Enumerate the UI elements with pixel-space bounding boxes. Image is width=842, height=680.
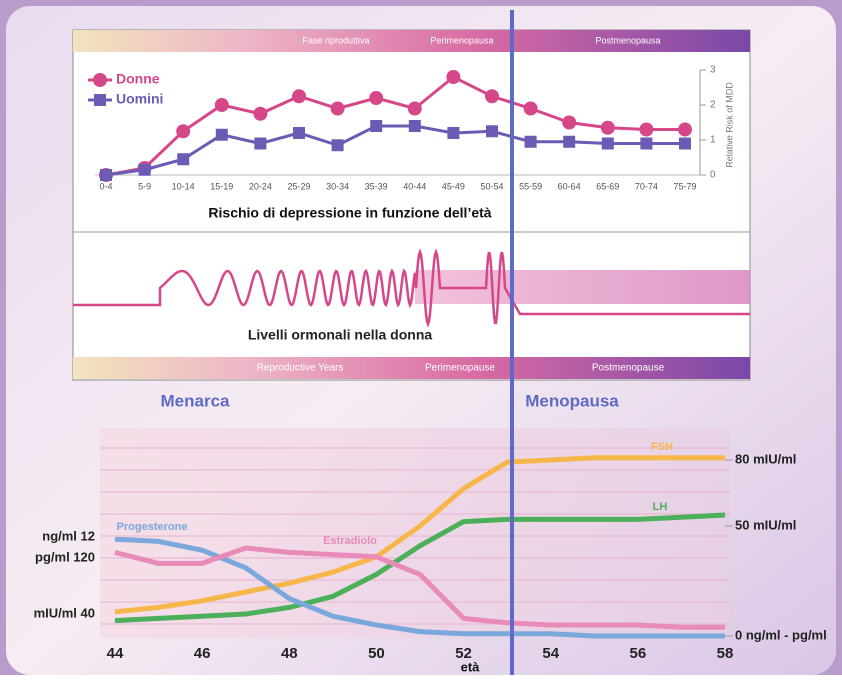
phase-label: Reproductive Years: [257, 363, 344, 374]
y-axis-title: Relative Risk of MDD: [724, 82, 734, 168]
x-tick-label: 40-44: [403, 181, 426, 191]
x-tick-label: 50-54: [480, 181, 503, 191]
infographic: Fase riproduttiva Perimenopausa Postmeno…: [0, 0, 842, 675]
x-tick-label: 48: [281, 645, 298, 662]
point: [139, 164, 151, 176]
annotation: pg/ml 120: [35, 549, 95, 564]
point: [215, 98, 229, 112]
x-tick-label: 75-79: [673, 181, 696, 191]
point: [292, 89, 306, 103]
point: [446, 70, 460, 84]
point: [524, 102, 538, 116]
y-tick-label: 3: [710, 65, 716, 76]
point: [486, 125, 498, 137]
series-label: Estradiolo: [323, 535, 377, 547]
y-tick-label: 80 mIU/ml: [735, 451, 796, 466]
y-tick-label: 2: [710, 100, 716, 111]
x-tick-label: 65-69: [596, 181, 619, 191]
point: [177, 153, 189, 165]
point: [601, 121, 615, 135]
point: [332, 139, 344, 151]
y-tick-label: 0 ng/ml - pg/ml: [735, 627, 827, 642]
panel-title: Livelli ormonali nella donna: [248, 327, 433, 343]
point: [640, 138, 652, 150]
x-tick-label: 10-14: [172, 181, 195, 191]
y-tick-label: 0: [710, 170, 716, 181]
point: [370, 120, 382, 132]
point: [100, 169, 112, 181]
x-tick-label: 25-29: [287, 181, 310, 191]
point: [562, 116, 576, 130]
x-tick-label: 44: [107, 645, 124, 662]
phase-label: Postmenopausa: [595, 35, 660, 45]
x-tick-label: 30-34: [326, 181, 349, 191]
point: [409, 120, 421, 132]
point: [253, 107, 267, 121]
legend-marker: [94, 94, 106, 106]
legend-label: Uomini: [116, 91, 163, 107]
x-tick-label: 50: [368, 645, 385, 662]
point: [563, 136, 575, 148]
x-tick-label: 5-9: [138, 181, 151, 191]
phase-label: Perimenopausa: [430, 35, 493, 45]
marker-label: Menopausa: [525, 391, 619, 410]
point: [447, 127, 459, 139]
point: [679, 138, 691, 150]
series-label: LH: [653, 501, 668, 513]
phase-label: Postmenopause: [592, 363, 665, 374]
legend-label: Donne: [116, 71, 160, 87]
x-tick-label: 52: [455, 645, 472, 662]
point: [254, 138, 266, 150]
point: [602, 138, 614, 150]
legend-marker: [93, 73, 107, 87]
x-tick-label: 15-19: [210, 181, 233, 191]
annotation: ng/ml 12: [42, 528, 95, 543]
x-tick-label: 46: [194, 645, 211, 662]
point: [639, 123, 653, 137]
point: [408, 102, 422, 116]
x-tick-label: 35-39: [365, 181, 388, 191]
y-tick-label: 50 mIU/ml: [735, 517, 796, 532]
point: [525, 136, 537, 148]
point: [176, 124, 190, 138]
series-label: FSH: [651, 441, 673, 453]
chart-title: Rischio di depressione in funzione dell’…: [208, 205, 491, 221]
x-tick-label: 20-24: [249, 181, 272, 191]
point: [485, 89, 499, 103]
x-tick-label: 0-4: [99, 181, 112, 191]
point: [369, 91, 383, 105]
point: [331, 102, 345, 116]
x-tick-label: 55-59: [519, 181, 542, 191]
point: [678, 123, 692, 137]
marker-label: Menarca: [161, 391, 231, 410]
phase-label: Fase riproduttiva: [302, 35, 369, 45]
series-label: Progesterone: [117, 521, 188, 533]
phase-label: Perimenopause: [425, 363, 495, 374]
annotation: mIU/ml 40: [34, 605, 95, 620]
x-tick-label: 54: [542, 645, 559, 662]
x-tick-label: 60-64: [558, 181, 581, 191]
x-tick-label: 56: [630, 645, 647, 662]
y-tick-label: 1: [710, 135, 716, 146]
point: [216, 129, 228, 141]
point: [293, 127, 305, 139]
x-tick-label: 45-49: [442, 181, 465, 191]
x-tick-label: 58: [717, 645, 734, 662]
x-tick-label: 70-74: [635, 181, 658, 191]
